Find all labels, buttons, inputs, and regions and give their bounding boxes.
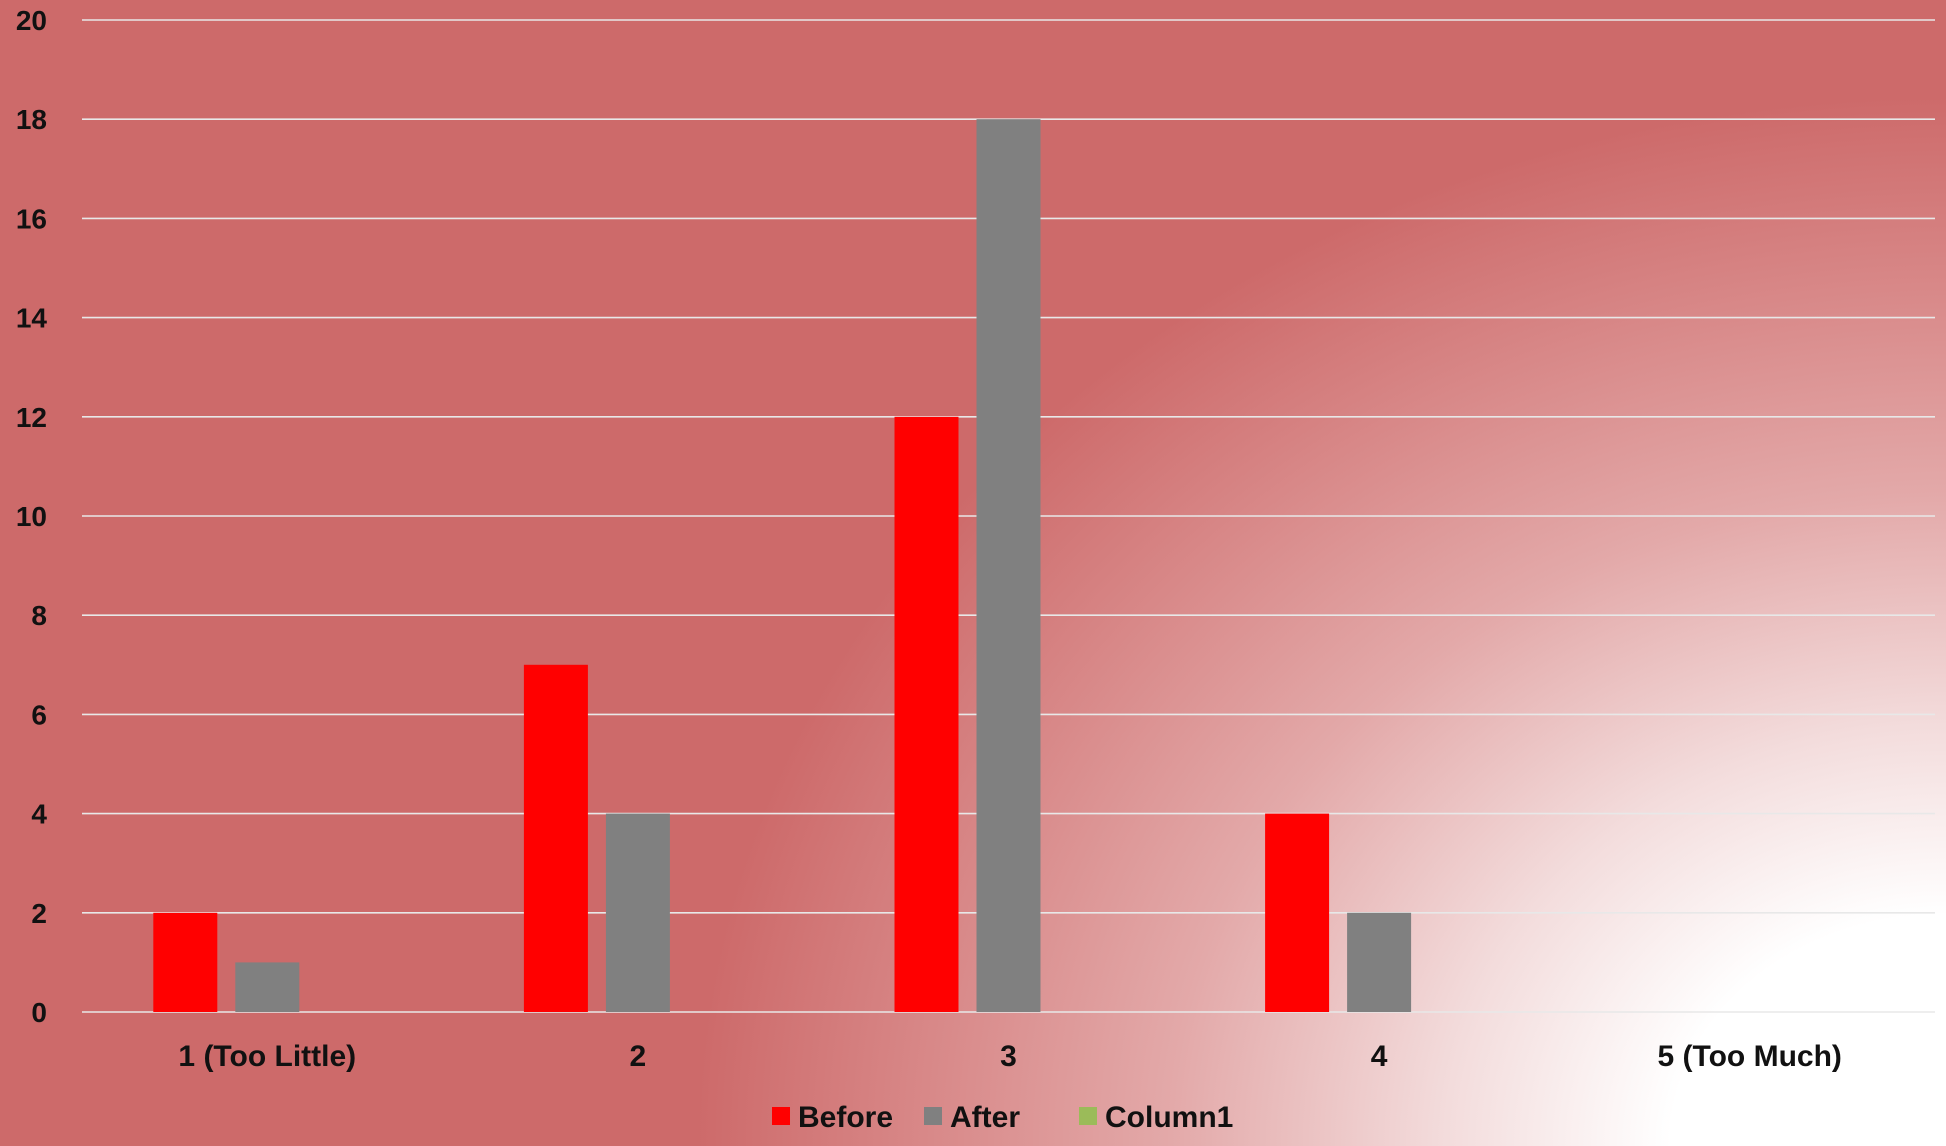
- legend-swatch-before: [772, 1107, 790, 1125]
- bar-before-4: [1265, 813, 1330, 1012]
- y-tick-label: 16: [16, 203, 47, 234]
- bar-before-2: [523, 664, 588, 1012]
- legend-swatch-after: [924, 1107, 942, 1125]
- legend: Before After Column1: [772, 1101, 1233, 1134]
- y-axis-ticks: 0 2 4 6 8 10 12 14 16 18 20: [16, 5, 48, 1028]
- legend-swatch-column1: [1079, 1107, 1097, 1125]
- y-tick-label: 12: [16, 402, 47, 433]
- y-tick-label: 6: [31, 699, 47, 730]
- bar-after-1: [235, 962, 300, 1012]
- y-tick-label: 0: [31, 997, 47, 1028]
- bar-after-3: [976, 119, 1041, 1012]
- legend-label-before: Before: [798, 1101, 893, 1134]
- y-tick-label: 18: [16, 104, 47, 135]
- bars: [153, 119, 1412, 1012]
- y-tick-label: 14: [16, 303, 48, 334]
- y-tick-label: 4: [31, 799, 47, 830]
- legend-label-after: After: [950, 1101, 1020, 1134]
- x-tick-label: 1 (Too Little): [178, 1040, 356, 1073]
- bar-after-4: [1347, 912, 1412, 1012]
- bar-before-3: [894, 416, 959, 1012]
- y-tick-label: 20: [16, 5, 47, 36]
- y-tick-label: 2: [31, 898, 47, 929]
- x-tick-label: 2: [630, 1040, 647, 1073]
- y-tick-label: 8: [31, 600, 47, 631]
- bar-before-1: [153, 912, 218, 1012]
- x-axis-labels: 1 (Too Little) 2 3 4 5 (Too Much): [178, 1040, 1841, 1073]
- y-tick-label: 10: [16, 501, 47, 532]
- x-tick-label: 4: [1371, 1040, 1388, 1073]
- bar-after-2: [605, 813, 670, 1012]
- legend-label-column1: Column1: [1105, 1101, 1233, 1134]
- x-tick-label: 3: [1000, 1040, 1017, 1073]
- x-tick-label: 5 (Too Much): [1657, 1040, 1841, 1073]
